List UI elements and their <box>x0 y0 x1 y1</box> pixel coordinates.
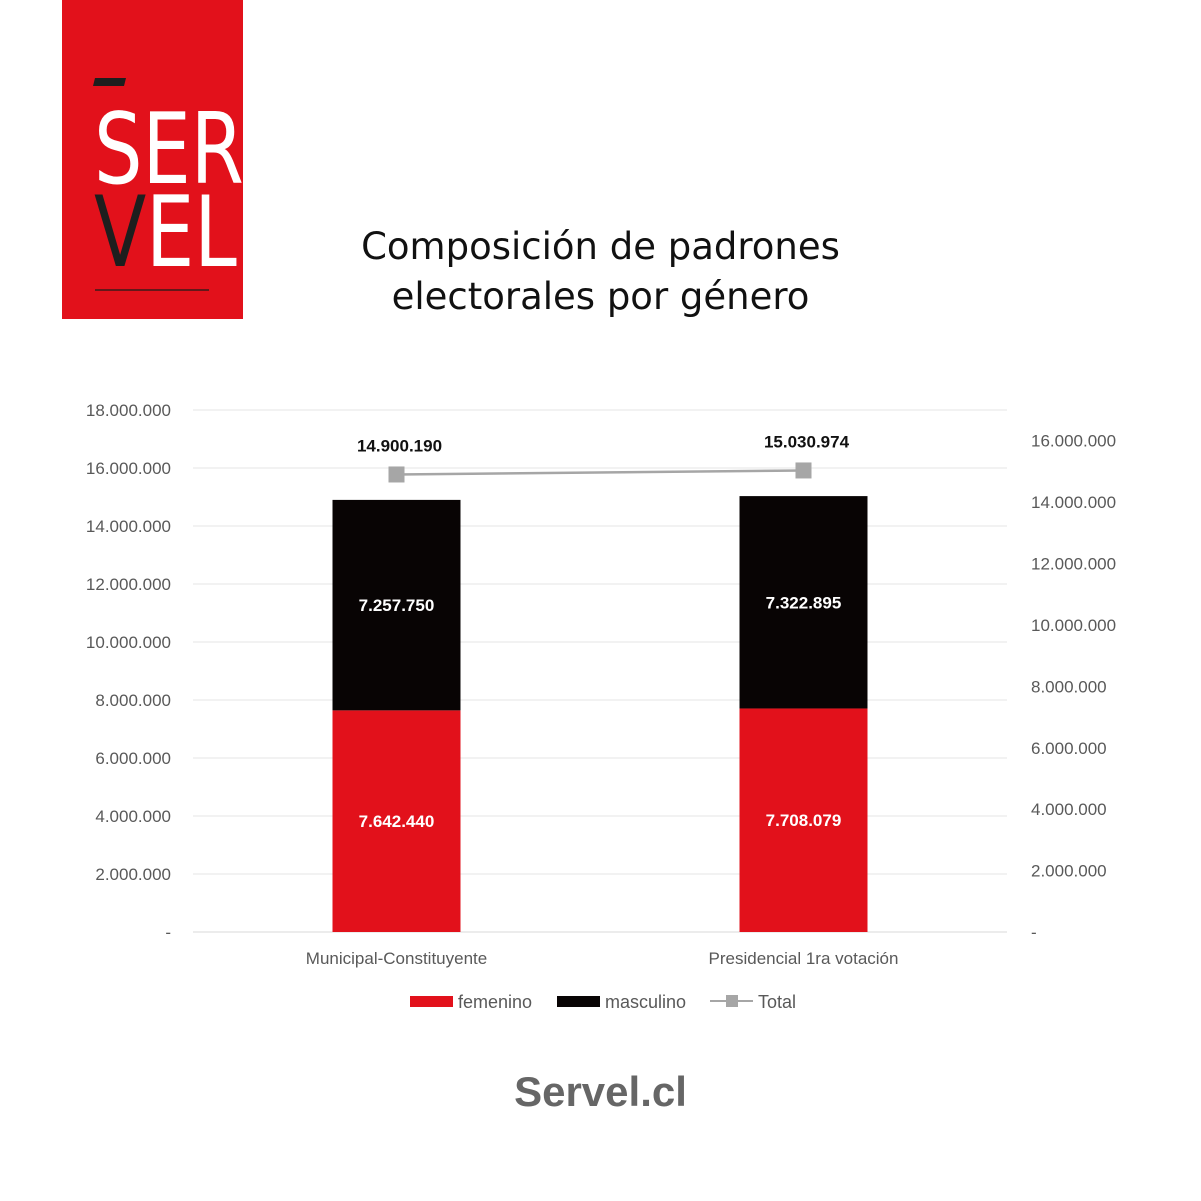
legend-swatch-femenino <box>410 996 453 1007</box>
legend-label-masculino: masculino <box>605 992 686 1012</box>
bar-data-label-masculino: 7.257.750 <box>359 596 435 615</box>
right-axis-tick-label: - <box>1031 923 1037 942</box>
legend-label-femenino: femenino <box>458 992 532 1012</box>
logo-text-el: EL <box>146 175 237 290</box>
left-axis-tick-label: 14.000.000 <box>86 517 171 536</box>
right-axis-tick-label: 14.000.000 <box>1031 493 1116 512</box>
servel-logo-graphic: SER V EL <box>93 78 243 291</box>
right-axis-tick-label: 10.000.000 <box>1031 616 1116 635</box>
bar-data-label-femenino: 7.708.079 <box>766 811 842 830</box>
chart-title-line2: electorales por género <box>391 275 810 318</box>
bar-masculino <box>332 499 461 711</box>
left-axis-tick-label: - <box>165 923 171 942</box>
total-marker <box>795 462 812 479</box>
bar-femenino <box>332 710 461 932</box>
bar-data-label-femenino: 7.642.440 <box>359 812 435 831</box>
left-axis-tick-label: 12.000.000 <box>86 575 171 594</box>
stacked-bar-chart: - 2.000.000 4.000.000 6.000.000 8.000.000 10.… <box>86 401 1116 1012</box>
left-axis-tick-label: 8.000.000 <box>95 691 171 710</box>
total-line <box>396 469 804 476</box>
legend-marker-total <box>726 995 738 1007</box>
total-data-label: 15.030.974 <box>764 432 850 451</box>
right-axis-tick-label: 6.000.000 <box>1031 739 1107 758</box>
footer-website: Servel.cl <box>514 1068 687 1115</box>
bar-data-label-masculino: 7.322.895 <box>766 593 842 612</box>
servel-logo: SER V EL <box>62 0 243 319</box>
right-axis-tick-label: 2.000.000 <box>1031 862 1107 881</box>
left-axis-tick-label: 6.000.000 <box>95 749 171 768</box>
right-axis-tick-label: 8.000.000 <box>1031 677 1107 696</box>
left-axis-tick-label: 10.000.000 <box>86 633 171 652</box>
total-data-label: 14.900.190 <box>357 436 442 455</box>
legend-swatch-masculino <box>557 996 600 1007</box>
right-axis-tick-label: 12.000.000 <box>1031 555 1116 574</box>
legend-label-Total: Total <box>758 992 796 1012</box>
category-label: Presidencial 1ra votación <box>709 949 899 968</box>
logo-accent-bar <box>93 78 126 86</box>
left-axis-tick-label: 2.000.000 <box>95 865 171 884</box>
left-axis-tick-label: 16.000.000 <box>86 459 171 478</box>
bar-femenino <box>739 708 868 932</box>
chart-title-line1: Composición de padrones <box>361 225 840 268</box>
total-marker <box>388 466 405 483</box>
left-axis-tick-label: 4.000.000 <box>95 807 171 826</box>
right-axis-tick-label: 16.000.000 <box>1031 432 1116 451</box>
right-axis-tick-label: 4.000.000 <box>1031 800 1107 819</box>
chart-title: Composición de padrones electorales por … <box>0 222 1201 322</box>
category-label: Municipal-Constituyente <box>306 949 487 968</box>
left-axis-tick-label: 18.000.000 <box>86 401 171 420</box>
logo-text-v: V <box>94 175 146 290</box>
logo-text-ser: SER <box>94 92 243 207</box>
bar-masculino <box>739 496 868 709</box>
